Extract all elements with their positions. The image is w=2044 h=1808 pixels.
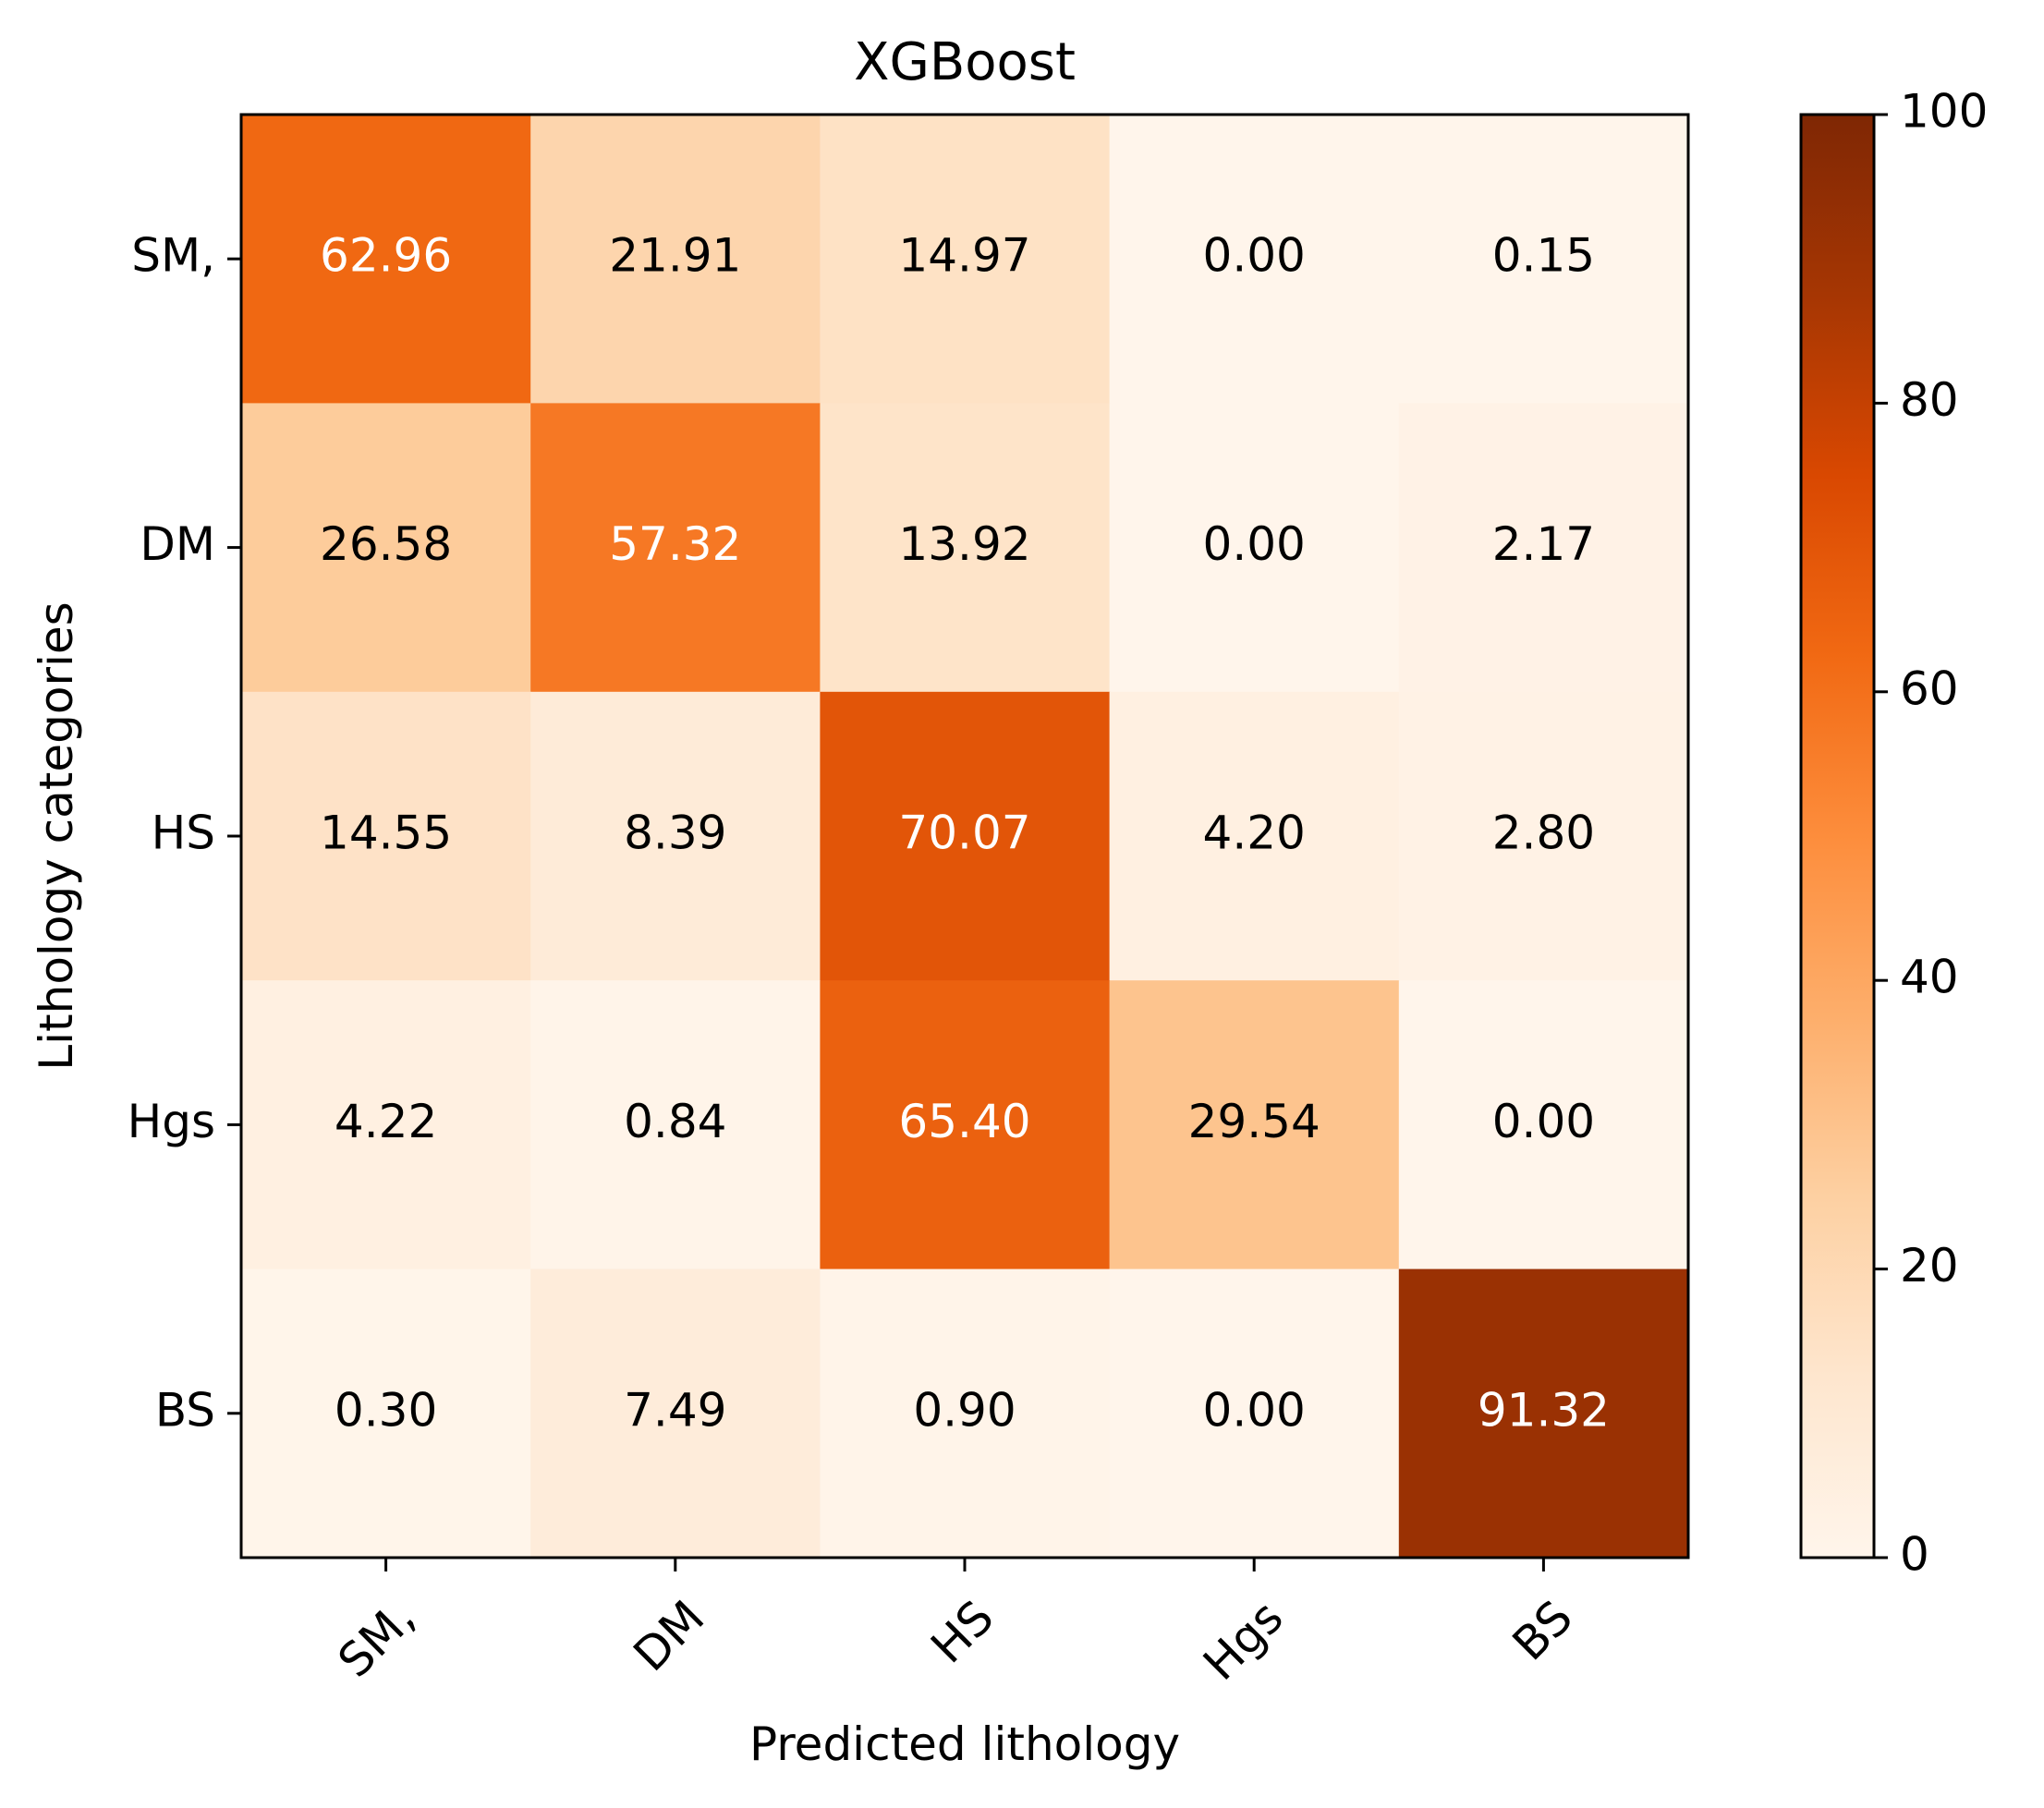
heatmap-cell [1398,1268,1689,1559]
cell-value-label: 0.00 [1203,517,1306,571]
heatmap-cell [1109,1268,1400,1559]
x-axis-label: Predicted lithology [749,1717,1180,1771]
cell-value-label: 7.49 [624,1383,726,1437]
heatmap-cell [241,115,531,404]
cell-value-label: 8.39 [624,807,726,860]
cell-value-label: 14.97 [898,229,1030,283]
heatmap-cell [530,115,821,404]
cell-value-label: 65.40 [898,1095,1030,1148]
heatmap-cell [530,403,821,693]
y-axis-label: Lithology categories [30,601,83,1070]
heatmap-cell [1398,403,1689,693]
heatmap-cell [820,115,1111,404]
y-axis: SM, DM HS Hgs BS [128,229,241,1437]
heatmap-cells [241,115,1689,1559]
cell-value-label: 91.32 [1478,1383,1610,1437]
y-tick-label: HS [152,807,215,860]
colorbar-tick-label: 0 [1900,1528,1929,1582]
heatmap-cell [1109,691,1400,981]
cell-value-label: 0.00 [1203,229,1306,283]
heatmap-cell [1109,980,1400,1270]
heatmap-cell [530,1268,821,1559]
cell-value-label: 21.91 [609,229,741,283]
heatmap-cell [241,980,531,1270]
cell-value-label: 29.54 [1188,1095,1320,1148]
heatmap-cell [241,403,531,693]
cell-value-label: 4.20 [1203,807,1306,860]
y-tick-label: BS [155,1383,215,1437]
cell-value-label: 26.58 [320,517,452,571]
colorbar-tick-label: 20 [1900,1239,1959,1292]
heatmap-cell [1109,403,1400,693]
cell-value-label: 0.84 [624,1095,726,1148]
cell-value-label: 62.96 [320,229,452,283]
heatmap-cell [820,1268,1111,1559]
cell-value-label: 0.15 [1492,229,1595,283]
heatmap-cell [820,691,1111,981]
chart-title: XGBoost [854,32,1076,92]
heatmap-cell [1398,691,1689,981]
y-tick-label: SM, [131,229,215,283]
heatmap-cell [530,691,821,981]
heatmap-cell [820,980,1111,1270]
colorbar [1799,113,1876,1559]
cell-value-label: 4.22 [335,1095,437,1148]
cell-value-label: 70.07 [898,807,1030,860]
heatmap-cell [820,403,1111,693]
cell-value-label: 0.00 [1203,1383,1306,1437]
cell-value-label: 14.55 [320,807,452,860]
cell-value-label: 0.90 [913,1383,1016,1437]
heatmap-cell [530,980,821,1270]
colorbar-tick-label: 100 [1900,85,1988,139]
cell-value-label: 0.00 [1492,1095,1595,1148]
colorbar-axis: 0 20 40 60 80 100 [1874,85,1988,1582]
cell-value-label: 13.92 [898,517,1030,571]
colorbar-tick-label: 80 [1900,373,1959,427]
heatmap-cell [241,1268,531,1559]
cell-value-label: 2.17 [1492,517,1595,571]
heatmap-cell-labels: 62.96 21.91 14.97 0.00 0.15 26.58 57.32 13.92 0.… [320,229,1610,1438]
colorbar-tick-label: 60 [1900,661,1959,715]
y-tick-label: DM [140,517,215,571]
heatmap-cell [241,691,531,981]
y-tick-label: Hgs [128,1095,215,1148]
cell-value-label: 2.80 [1492,807,1595,860]
heatmap-cell [1398,115,1689,404]
heatmap-cell [1109,115,1400,404]
colorbar-tick-label: 40 [1900,951,1959,1004]
cell-value-label: 57.32 [609,517,741,571]
heatmap-cell [1398,980,1689,1270]
cell-value-label: 0.30 [335,1383,437,1437]
